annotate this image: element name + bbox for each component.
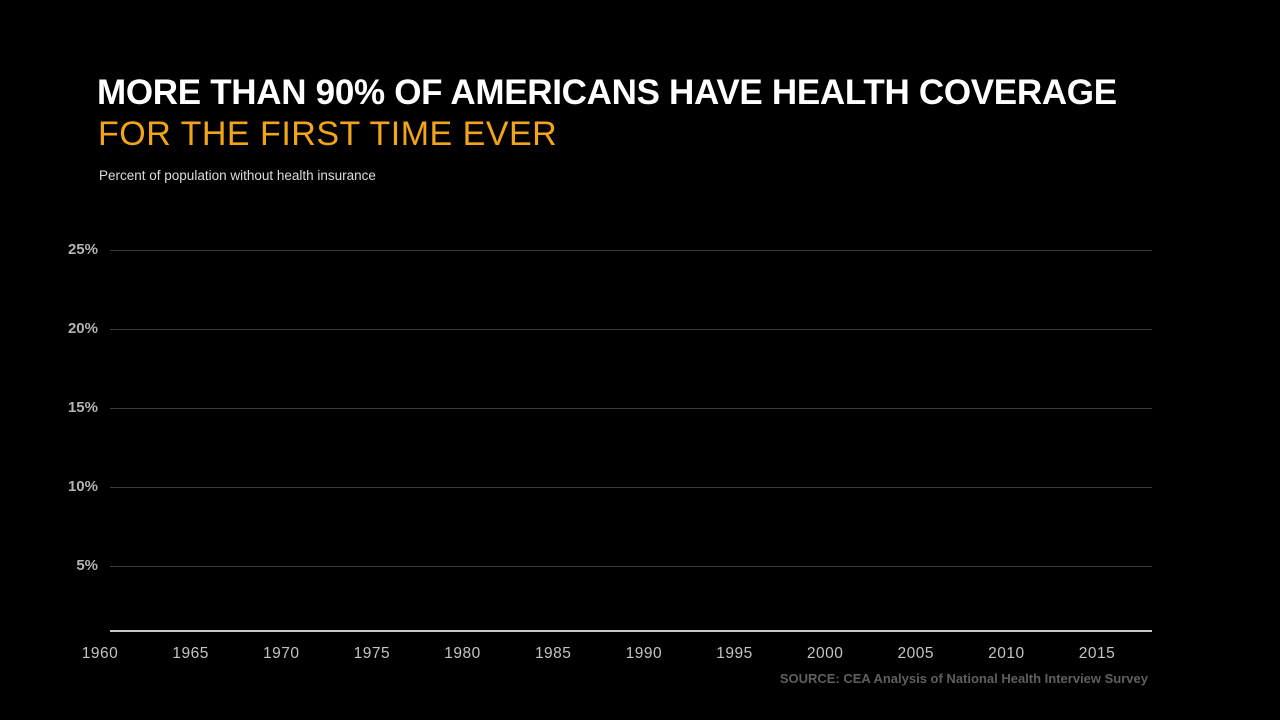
plot-area: 25% 20% 15% 10% 5% 1960 1965 1970 1975 1980 1985 19… — [68, 241, 1152, 662]
x-axis-tick-label: 1985 — [534, 645, 572, 662]
x-axis-tick-label: 2000 — [806, 645, 844, 662]
gridline — [110, 329, 1152, 330]
x-axis-tick-label: 2010 — [988, 645, 1025, 662]
x-axis-tick-label: 1990 — [625, 645, 663, 662]
y-axis-tick-label: 20% — [67, 320, 98, 337]
chart-subtitle: Percent of population without health ins… — [99, 168, 376, 183]
x-axis-tick-label: 1965 — [172, 645, 209, 662]
chart-title-line-2: FOR THE FIRST TIME EVER — [98, 115, 558, 153]
gridline — [110, 250, 1152, 251]
source-note: SOURCE: CEA Analysis of National Health … — [779, 671, 1148, 686]
x-axis-tick-label: 2015 — [1078, 645, 1116, 662]
y-axis-tick-label: 15% — [67, 399, 98, 416]
x-axis-tick-label: 1975 — [353, 645, 391, 662]
gridline — [110, 408, 1152, 409]
x-axis-tick-label: 1980 — [444, 645, 481, 662]
x-axis-tick-label: 2005 — [897, 645, 934, 662]
y-axis-tick-label: 5% — [76, 557, 98, 574]
x-axis-tick-label: 1970 — [263, 645, 300, 662]
x-axis-tick-label: 1995 — [716, 645, 753, 662]
chart-title-line-1: MORE THAN 90% OF AMERICANS HAVE HEALTH C… — [97, 73, 1117, 112]
gridline — [110, 487, 1152, 488]
x-axis-tick-label: 1960 — [81, 645, 119, 662]
gridline — [110, 566, 1152, 567]
y-axis-tick-label: 25% — [67, 241, 98, 258]
y-axis-tick-label: 10% — [67, 478, 98, 495]
